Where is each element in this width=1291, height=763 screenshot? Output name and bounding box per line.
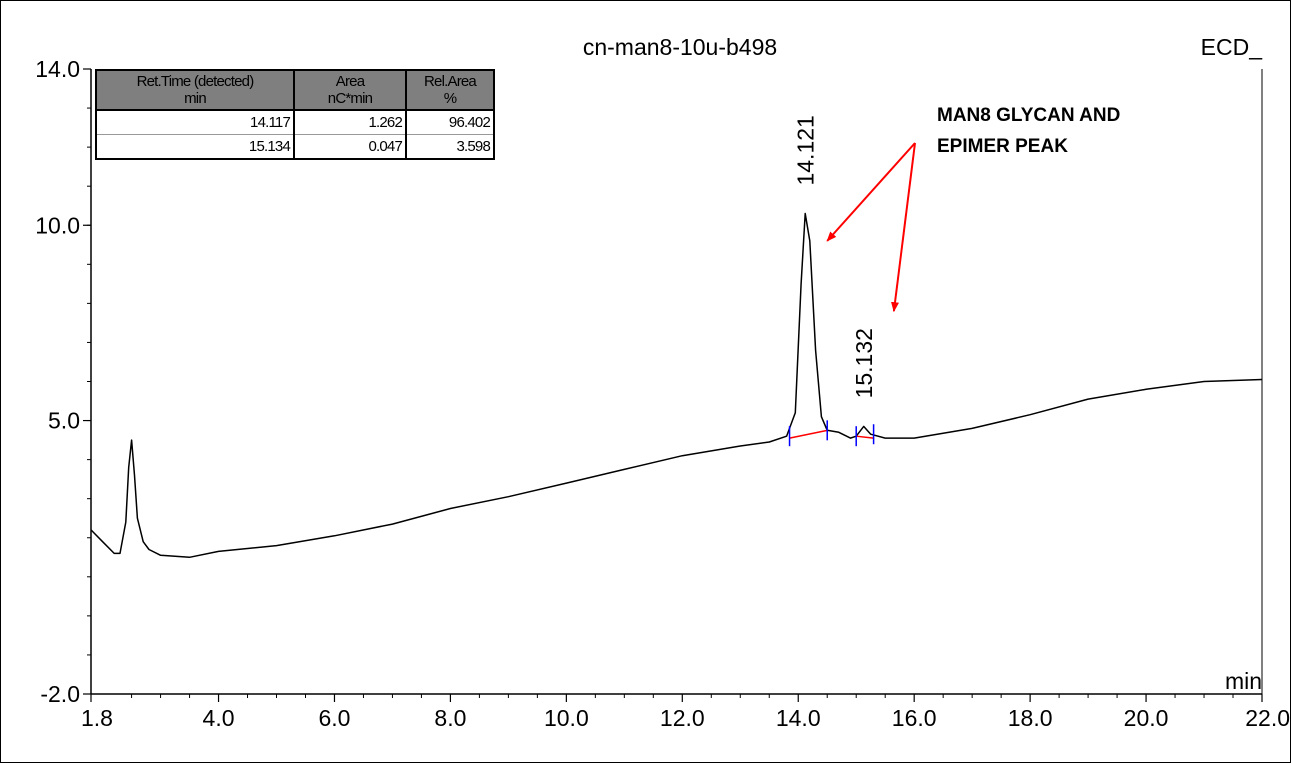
- header-rel-area: Rel.Area%: [405, 69, 495, 111]
- detector-label: ECD_: [1201, 34, 1264, 60]
- x-tick-label: 16.0: [892, 705, 937, 731]
- integration-baseline: [789, 429, 828, 439]
- x-tick-label: 18.0: [1008, 705, 1053, 731]
- annotation-arrow: [826, 142, 916, 242]
- x-tick-label: 14.0: [776, 705, 821, 731]
- cell-ret-time: 15.134: [96, 134, 294, 159]
- plot-area: 14.121 15.132: [90, 115, 1263, 559]
- x-tick-label: 20.0: [1124, 705, 1169, 731]
- peak-label: 14.121: [792, 115, 818, 185]
- y-tick-label: 5.0: [48, 408, 80, 434]
- x-tick-label: 10.0: [544, 705, 589, 731]
- x-tick-label: 1.8: [81, 705, 113, 731]
- chart-title: cn-man8-10u-b498: [583, 34, 777, 60]
- x-tick-label: 8.0: [434, 705, 466, 731]
- y-tick-label: 14.0: [35, 56, 80, 82]
- annotation: MAN8 GLYCAN AND EPIMER PEAK: [937, 105, 1120, 157]
- cell-ret-time: 14.117: [96, 109, 294, 135]
- x-tick-label: 22.0: [1245, 705, 1290, 731]
- peak-table: Ret.Time (detected) min Area nC*min Rel.Ar…: [95, 69, 495, 160]
- x-tick-label: 4.0: [203, 705, 235, 731]
- cell-area: 1.262: [293, 109, 406, 135]
- x-tick-label: 6.0: [318, 705, 350, 731]
- chromatogram-trace: [90, 212, 1263, 559]
- cell-rel-area: 96.402: [405, 109, 494, 135]
- y-tick-label: -2.0: [40, 681, 80, 707]
- peak-label: 15.132: [851, 328, 877, 398]
- table-header-row: Ret.Time (detected) min Area nC*min Rel.Ar…: [95, 69, 495, 111]
- annotation-arrow: [891, 142, 916, 313]
- annotation-line-2: EPIMER PEAK: [937, 136, 1068, 157]
- axes: 1.8 4.0 6.0 8.0 10.0 12.0 14.0 16.0 18.0 20.0 22.0…: [35, 56, 1290, 731]
- cell-rel-area: 3.598: [405, 134, 494, 159]
- header-area: Area nC*min: [293, 69, 407, 111]
- table-row: 14.117 1.262 96.402: [96, 109, 494, 135]
- table-row: 15.134 0.047 3.598: [96, 134, 494, 159]
- cell-area: 0.047: [293, 134, 406, 159]
- header-ret-time: Ret.Time (detected) min: [95, 69, 295, 111]
- y-tick-label: 10.0: [35, 212, 80, 238]
- x-axis-label: min: [1225, 668, 1262, 694]
- annotation-line-1: MAN8 GLYCAN AND: [937, 105, 1120, 126]
- x-tick-label: 12.0: [660, 705, 705, 731]
- integration-baseline: [856, 435, 874, 439]
